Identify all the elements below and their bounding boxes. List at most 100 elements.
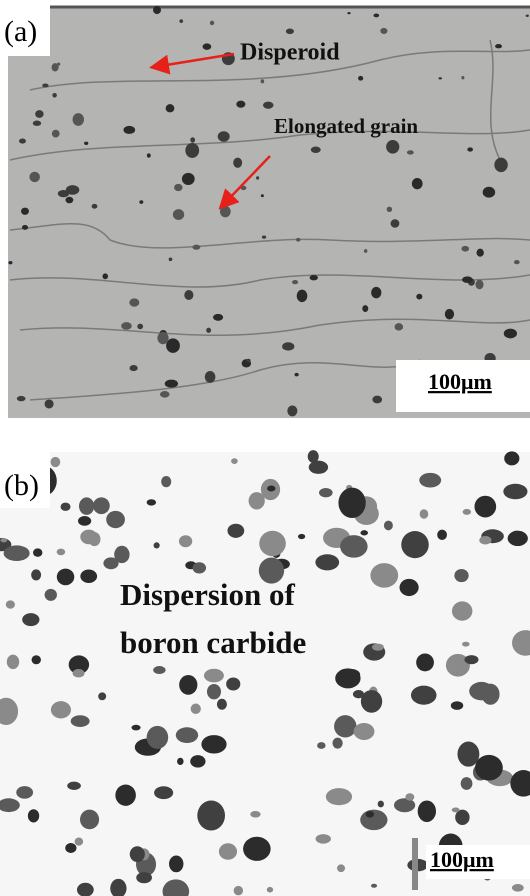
- particle: [42, 84, 48, 88]
- particle: [366, 811, 374, 818]
- particle: [461, 246, 469, 252]
- particle: [371, 287, 381, 299]
- particle: [153, 6, 161, 14]
- particle: [184, 290, 193, 300]
- particle: [192, 562, 206, 573]
- particle: [463, 509, 471, 515]
- particle: [457, 742, 479, 767]
- particle: [387, 207, 393, 212]
- particle: [185, 143, 199, 158]
- particle: [65, 843, 76, 853]
- particle: [338, 488, 365, 518]
- particle: [296, 238, 300, 242]
- micrograph-a: [8, 6, 530, 418]
- particle: [219, 843, 237, 860]
- particle: [177, 758, 183, 765]
- particle: [420, 509, 429, 519]
- particle: [503, 484, 527, 499]
- particle: [73, 113, 84, 126]
- particle: [57, 569, 75, 586]
- particle: [494, 158, 507, 172]
- particle: [31, 569, 41, 580]
- particle: [360, 810, 387, 830]
- particle: [102, 273, 108, 279]
- particle: [295, 373, 299, 377]
- particle: [52, 130, 60, 138]
- scale-bar: [412, 838, 418, 890]
- particle: [173, 209, 184, 220]
- particle: [166, 104, 175, 112]
- particle: [65, 197, 73, 203]
- particle: [131, 725, 140, 731]
- particle: [250, 811, 260, 818]
- particle: [243, 837, 271, 861]
- particle: [332, 738, 342, 749]
- particle: [234, 886, 243, 896]
- particle: [358, 76, 363, 81]
- page: (a) Disperoid Elongated grain 100μm (b) …: [0, 0, 530, 896]
- particle: [360, 530, 368, 535]
- particle: [35, 110, 43, 118]
- particle: [157, 332, 168, 344]
- particle: [213, 314, 223, 321]
- particle: [416, 294, 422, 300]
- particle: [386, 140, 399, 154]
- particle: [218, 131, 230, 142]
- particle: [4, 545, 30, 561]
- particle: [262, 236, 266, 239]
- particle: [57, 63, 60, 66]
- particle: [475, 280, 483, 289]
- particle: [6, 600, 15, 608]
- particle: [419, 473, 441, 488]
- annotation: Elongated grain: [274, 114, 418, 138]
- particle: [309, 461, 328, 474]
- particle: [495, 44, 502, 48]
- particle: [45, 589, 57, 601]
- particle: [411, 686, 437, 705]
- particle: [98, 692, 106, 700]
- particle: [407, 150, 414, 154]
- particle: [51, 701, 71, 718]
- particle: [373, 14, 379, 18]
- particle: [61, 503, 71, 511]
- particle: [261, 79, 265, 83]
- particle: [452, 601, 472, 620]
- particle: [191, 704, 201, 714]
- particle: [479, 536, 491, 544]
- particle: [400, 579, 419, 596]
- particle: [137, 324, 143, 330]
- particle: [220, 206, 231, 218]
- particle: [106, 511, 125, 528]
- particle: [267, 486, 275, 492]
- particle: [439, 77, 442, 79]
- particle: [93, 497, 110, 514]
- particle: [210, 21, 214, 26]
- particle: [335, 668, 360, 688]
- particle: [28, 809, 39, 822]
- particle: [79, 497, 94, 514]
- particle: [115, 785, 136, 806]
- particle: [204, 669, 224, 683]
- annotation: Disperoid: [240, 40, 340, 66]
- particle: [267, 887, 273, 893]
- panel-label: (b): [4, 469, 39, 502]
- particle: [16, 786, 33, 799]
- particle: [467, 147, 473, 151]
- particle: [364, 249, 367, 253]
- particle: [418, 800, 436, 822]
- particle: [147, 499, 156, 505]
- particle: [380, 28, 387, 34]
- particle: [71, 715, 90, 727]
- particle: [147, 726, 169, 749]
- particle: [256, 176, 259, 179]
- particle: [361, 690, 382, 713]
- particle: [437, 530, 447, 540]
- particle: [451, 701, 463, 710]
- annotation: Dispersion of: [120, 577, 295, 612]
- particle: [67, 782, 81, 790]
- particle: [217, 699, 227, 710]
- particle: [504, 451, 519, 465]
- particle: [298, 534, 305, 539]
- particle: [7, 655, 19, 670]
- particle: [263, 102, 273, 109]
